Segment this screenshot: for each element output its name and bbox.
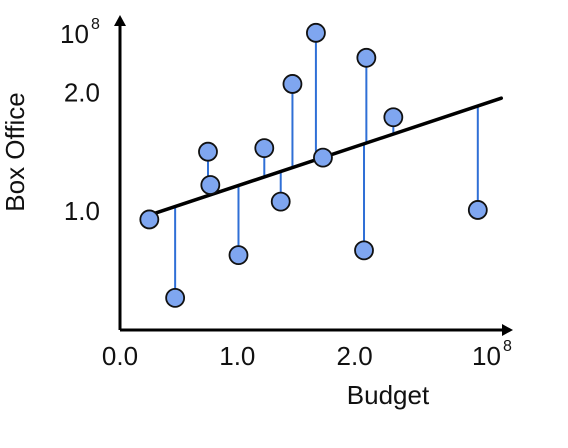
x-exponent-power: 8 — [503, 338, 512, 355]
data-point-11 — [356, 47, 377, 68]
y-exponent-power: 8 — [91, 16, 100, 33]
data-point-10 — [354, 240, 374, 261]
data-point-0 — [139, 209, 160, 230]
y-axis-label: Box Office — [0, 92, 30, 211]
axes — [114, 15, 513, 336]
data-point-13 — [467, 200, 488, 220]
data-point-8 — [306, 22, 326, 43]
data-point-4 — [228, 245, 249, 266]
data-point-9 — [313, 147, 333, 168]
data-point-3 — [200, 175, 221, 195]
data-point-5 — [254, 138, 275, 159]
data-point-6 — [270, 191, 291, 212]
y-tick-label-1: 2.0 — [64, 77, 100, 107]
x-tick-label-2: 2.0 — [337, 341, 373, 371]
data-point-1 — [165, 288, 186, 308]
y-exponent-base: 10 — [60, 19, 89, 49]
x-axis-arrowhead — [502, 324, 513, 336]
x-tick-label-1: 1.0 — [219, 341, 255, 371]
x-axis-label: Budget — [347, 380, 430, 410]
y-tick-label-0: 1.0 — [64, 196, 100, 226]
x-exponent-base: 10 — [472, 341, 501, 371]
y-axis-exponent: 10 8 — [60, 16, 100, 49]
x-tick-label-0: 0.0 — [102, 341, 138, 371]
data-point-12 — [383, 107, 404, 128]
residual-lines — [148, 32, 479, 298]
data-point-2 — [198, 141, 218, 162]
y-axis-arrowhead — [114, 15, 126, 26]
x-axis-exponent: 10 8 — [472, 338, 512, 371]
data-points — [139, 22, 488, 308]
tick-labels: 0.0 1.0 2.0 1.0 2.0 — [64, 77, 373, 371]
data-point-7 — [282, 74, 303, 94]
